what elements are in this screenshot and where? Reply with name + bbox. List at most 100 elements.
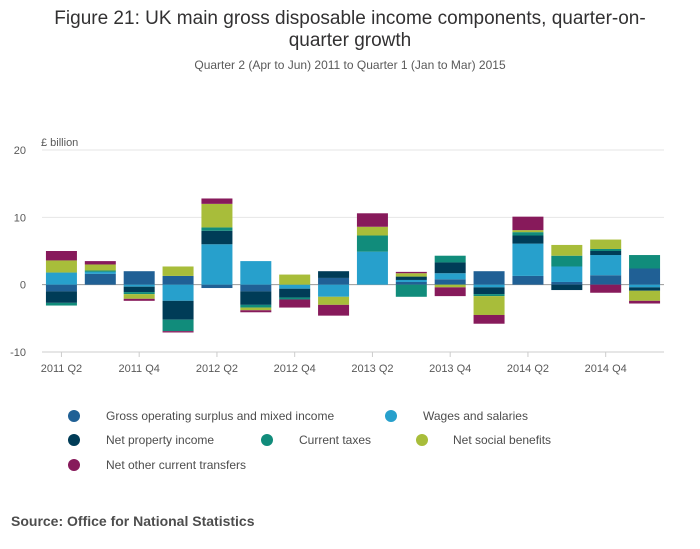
chart-title: Figure 21: UK main gross disposable inco… xyxy=(0,8,700,52)
bar-segment xyxy=(473,296,505,315)
bar-segment xyxy=(590,248,622,251)
bar-segment xyxy=(123,284,155,287)
x-tick-label: 2013 Q4 xyxy=(429,363,471,375)
bar-segment xyxy=(395,273,427,277)
bar-segment xyxy=(201,203,233,228)
legend-swatch-icon xyxy=(68,459,80,471)
legend-label: Net other current transfers xyxy=(106,458,247,472)
bar-segment xyxy=(356,226,388,236)
x-tick-label: 2014 Q4 xyxy=(585,363,627,375)
bar-segment xyxy=(84,264,116,271)
legend-label: Net social benefits xyxy=(453,433,552,447)
bar-segment xyxy=(434,273,466,280)
bar-segment xyxy=(551,284,583,291)
bar-segment xyxy=(629,284,661,288)
x-tick-label: 2011 Q2 xyxy=(41,363,82,375)
chart-title-line-1: Figure 21: UK main gross disposable inco… xyxy=(54,8,646,29)
bar-segment xyxy=(395,276,427,280)
bar-segment xyxy=(356,213,388,227)
bar-segment xyxy=(590,284,622,293)
bar-segment xyxy=(162,275,194,285)
bar-segment xyxy=(551,266,583,282)
bar-segment xyxy=(123,286,155,293)
x-tick-label: 2012 Q2 xyxy=(196,363,238,375)
bar-segment xyxy=(551,255,583,267)
bar-segment xyxy=(590,275,622,285)
chart-subtitle: Quarter 2 (Apr to Jun) 2011 to Quarter 1… xyxy=(194,58,506,72)
bar-segment xyxy=(201,198,233,204)
bar-segment xyxy=(512,243,544,276)
bar-segment xyxy=(240,307,272,311)
bar-segment xyxy=(629,287,661,291)
bar-segment xyxy=(240,310,272,313)
bar-segment xyxy=(162,319,194,332)
bar-segment xyxy=(356,251,388,285)
bar-segment xyxy=(279,288,311,298)
legend-swatch-icon xyxy=(261,434,273,446)
x-tick-label: 2014 Q2 xyxy=(507,363,549,375)
bar-segment xyxy=(45,260,77,273)
bar-segment xyxy=(201,227,233,231)
bar-segment xyxy=(356,235,388,252)
legend-swatch-icon xyxy=(385,410,397,422)
bar-segment xyxy=(590,251,622,256)
bar-segment xyxy=(512,216,544,231)
legend-label: Wages and salaries xyxy=(423,409,528,423)
bar-segment xyxy=(201,284,233,289)
legend-label: Current taxes xyxy=(299,433,372,447)
bar-segment xyxy=(512,230,544,233)
legend-label: Gross operating surplus and mixed income xyxy=(106,409,335,423)
bar-segment xyxy=(45,302,77,306)
bar-segment xyxy=(318,296,350,305)
bar-segment xyxy=(45,284,77,292)
bar-segment xyxy=(240,261,272,285)
bar-segment xyxy=(201,244,233,285)
bar-segment xyxy=(629,290,661,301)
bar-segment xyxy=(473,294,505,297)
bar-segment xyxy=(629,300,661,304)
legend-label: Net property income xyxy=(106,433,215,447)
bar-segment xyxy=(45,272,77,285)
bar-segment xyxy=(123,294,155,299)
bar-segment xyxy=(551,281,583,285)
bar-segment xyxy=(434,262,466,274)
bar-segment xyxy=(240,284,272,292)
bar-segment xyxy=(473,271,505,285)
bar-segment xyxy=(84,271,116,274)
bar-segment xyxy=(84,270,116,272)
bar-segment xyxy=(395,271,427,274)
bar-segment xyxy=(473,287,505,295)
bar-segment xyxy=(318,284,350,297)
y-axis-unit-label: £ billion xyxy=(41,137,78,149)
bar-segment xyxy=(279,284,311,289)
bar-segment xyxy=(551,244,583,256)
bar-segment xyxy=(84,261,116,265)
bar-segment xyxy=(318,271,350,278)
bar-segment xyxy=(434,284,466,288)
bar-segment xyxy=(434,287,466,297)
bar-segment xyxy=(45,251,77,261)
source-note: Source: Office for National Statistics xyxy=(11,513,255,529)
legend-swatch-icon xyxy=(68,434,80,446)
chart-title-line-2: quarter growth xyxy=(288,30,412,51)
bar-segment xyxy=(45,291,77,303)
bar-segment xyxy=(434,279,466,285)
bar-segment xyxy=(590,255,622,276)
bar-segment xyxy=(84,273,116,285)
y-tick-label: 10 xyxy=(14,212,26,224)
bar-segment xyxy=(123,271,155,285)
bar-segment xyxy=(279,299,311,308)
x-tick-label: 2013 Q2 xyxy=(351,363,393,375)
bar-segment xyxy=(512,232,544,236)
x-tick-label: 2012 Q4 xyxy=(274,363,316,375)
legend-swatch-icon xyxy=(68,410,80,422)
bar-segment xyxy=(240,304,272,308)
bar-segment xyxy=(395,279,427,282)
bar-segment xyxy=(512,275,544,285)
bars xyxy=(45,198,661,333)
bar-segment xyxy=(279,297,311,300)
y-tick-label: 0 xyxy=(20,280,26,292)
bar-segment xyxy=(629,268,661,285)
